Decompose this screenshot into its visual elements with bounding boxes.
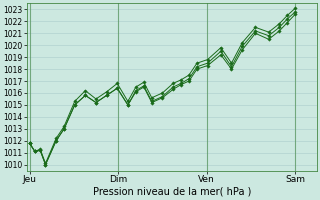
X-axis label: Pression niveau de la mer( hPa ): Pression niveau de la mer( hPa ) [92, 187, 251, 197]
